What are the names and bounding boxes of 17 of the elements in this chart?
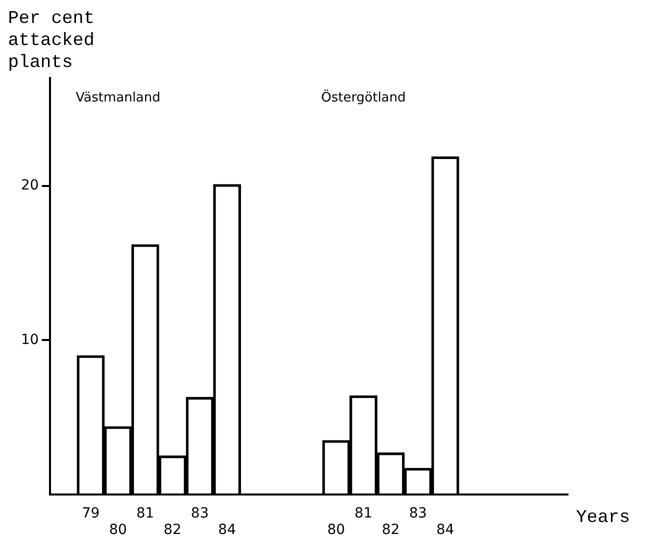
y-tick-label: 20 (20, 178, 39, 194)
annotation: Östergötland (321, 89, 406, 106)
x-tick-label: 82 (164, 522, 182, 538)
x-tick-label: 81 (136, 505, 154, 522)
x-tick-label: 80 (109, 522, 127, 538)
x-axis-title: Years (576, 508, 630, 528)
y-tick-label: 10 (20, 332, 39, 348)
x-tick-label: 83 (409, 505, 427, 522)
x-tick-label: 83 (190, 505, 209, 522)
annotation: Västmanland (76, 90, 160, 106)
x-tick-label: 80 (327, 522, 346, 538)
x-tick-label: 81 (354, 505, 372, 522)
y-axis-title: Per cent attacked plants (8, 8, 96, 74)
x-tick-label: 84 (218, 522, 236, 538)
x-tick-label: 79 (82, 505, 100, 522)
x-tick-label: 84 (436, 522, 454, 538)
x-tick-label: 82 (382, 522, 400, 538)
